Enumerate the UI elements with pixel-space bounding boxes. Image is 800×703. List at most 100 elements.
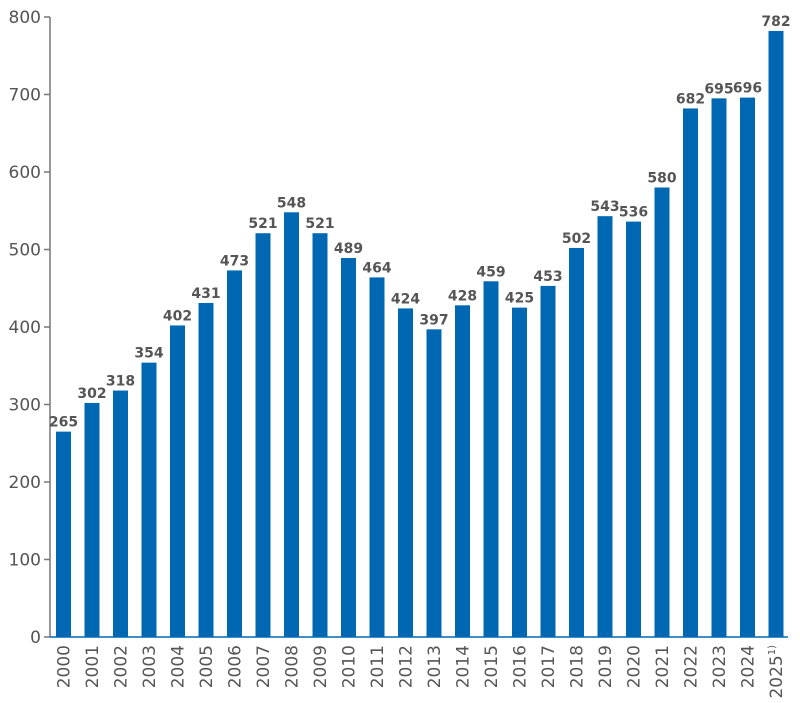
x-axis: 2000 2001 2002 2003 2004 2005 2006 2007 2008 2009… bbox=[50, 636, 788, 699]
value-label: 464 bbox=[362, 260, 391, 276]
x-tick-label: 2023 bbox=[710, 645, 730, 688]
bar-2004 bbox=[170, 325, 185, 637]
bar-2012 bbox=[398, 308, 413, 637]
bar-2008 bbox=[284, 212, 299, 638]
x-tick-year: 2021 bbox=[653, 645, 673, 688]
x-tick-label: 2010 bbox=[340, 645, 360, 688]
y-tick-label: 100 bbox=[9, 551, 41, 571]
x-tick-year: 2015 bbox=[482, 645, 502, 688]
x-tick-year: 2025 bbox=[767, 655, 787, 698]
bar-2017 bbox=[540, 285, 556, 637]
bar-2023 bbox=[711, 98, 727, 637]
x-tick-year: 2000 bbox=[55, 645, 75, 688]
x-tick-label: 2000 bbox=[55, 645, 75, 688]
x-tick-year: 2018 bbox=[568, 645, 588, 688]
bar-2007 bbox=[255, 233, 271, 637]
x-tick-year: 2010 bbox=[340, 645, 360, 688]
y-tick-label: 700 bbox=[9, 86, 41, 106]
value-label: 695 bbox=[704, 81, 733, 97]
x-tick-year: 2006 bbox=[226, 645, 246, 688]
value-label: 265 bbox=[49, 415, 78, 431]
x-tick-label: 2016 bbox=[511, 645, 531, 688]
x-tick-year: 2005 bbox=[197, 645, 217, 688]
x-tick-label: 2004 bbox=[169, 645, 189, 688]
x-tick-year: 2008 bbox=[283, 645, 303, 688]
x-tick-label: 2015 bbox=[482, 645, 502, 688]
value-label: 502 bbox=[562, 231, 591, 247]
x-tick-label: 2006 bbox=[226, 645, 246, 688]
bar-2000 bbox=[56, 431, 71, 637]
bar-2016 bbox=[512, 307, 527, 637]
x-tick-year: 2012 bbox=[397, 645, 417, 688]
x-tick-label: 2024 bbox=[739, 645, 759, 688]
x-tick-year: 2016 bbox=[511, 645, 531, 688]
value-label: 782 bbox=[761, 14, 790, 30]
x-tick-label: 2018 bbox=[568, 645, 588, 688]
value-label: 459 bbox=[476, 264, 505, 280]
x-tick-label: 2002 bbox=[112, 645, 132, 688]
value-label: 354 bbox=[134, 346, 163, 362]
value-label: 473 bbox=[220, 253, 249, 269]
value-label: 431 bbox=[191, 286, 220, 302]
value-label: 453 bbox=[533, 269, 562, 285]
value-label: 302 bbox=[77, 386, 106, 402]
value-label: 489 bbox=[334, 241, 363, 257]
bar-2010 bbox=[341, 258, 356, 637]
x-tick-label: 2001 bbox=[83, 645, 103, 688]
x-tick-year: 2023 bbox=[710, 645, 730, 688]
value-label: 402 bbox=[163, 308, 192, 324]
bar-2025 bbox=[768, 30, 784, 637]
bar-2002 bbox=[113, 390, 128, 637]
bar-2024 bbox=[740, 97, 755, 638]
x-tick-year: 2001 bbox=[83, 645, 103, 688]
bar-2021 bbox=[654, 187, 670, 637]
bar-2014 bbox=[455, 305, 470, 637]
x-tick-year: 2014 bbox=[454, 645, 474, 688]
value-label: 682 bbox=[676, 91, 705, 107]
y-tick-label: 300 bbox=[9, 396, 41, 416]
x-tick-year: 2002 bbox=[112, 645, 132, 688]
value-label: 397 bbox=[419, 312, 448, 328]
x-tick-label: 2005 bbox=[197, 645, 217, 688]
bar-2005 bbox=[198, 302, 214, 637]
bar-2019 bbox=[597, 216, 613, 638]
x-tick-year: 2017 bbox=[539, 645, 559, 688]
x-tick-year: 2020 bbox=[625, 645, 645, 688]
x-tick-year: 2003 bbox=[140, 645, 160, 688]
x-tick-year: 2019 bbox=[596, 645, 616, 688]
x-tick-label: 2013 bbox=[425, 645, 445, 688]
value-label: 548 bbox=[277, 195, 306, 211]
x-tick-year: 2009 bbox=[311, 645, 331, 688]
bar-2020 bbox=[626, 221, 641, 637]
y-tick-label: 200 bbox=[9, 473, 41, 493]
x-tick-label: 2003 bbox=[140, 645, 160, 688]
x-tick-label: 2011 bbox=[368, 645, 388, 688]
x-tick-year: 2013 bbox=[425, 645, 445, 688]
y-tick-label: 0 bbox=[30, 628, 41, 648]
bar-2003 bbox=[141, 362, 157, 637]
y-tick-label: 400 bbox=[9, 318, 41, 338]
x-tick-label: 2020 bbox=[625, 645, 645, 688]
bar-2018 bbox=[569, 247, 584, 637]
bar-2011 bbox=[369, 277, 385, 637]
x-tick-label: 2019 bbox=[596, 645, 616, 688]
value-label: 521 bbox=[305, 216, 334, 232]
bar-2006 bbox=[227, 270, 242, 637]
x-tick-year: 2024 bbox=[739, 645, 759, 688]
value-label: 696 bbox=[733, 81, 762, 97]
bar-2015 bbox=[483, 281, 499, 637]
value-label: 428 bbox=[448, 288, 477, 304]
value-label: 424 bbox=[391, 291, 420, 307]
x-tick-year: 2007 bbox=[254, 645, 274, 688]
value-label: 536 bbox=[619, 205, 648, 221]
x-tick-year: 2022 bbox=[682, 645, 702, 688]
x-tick-label: 2014 bbox=[454, 645, 474, 688]
x-tick-label: 2012 bbox=[397, 645, 417, 688]
x-tick-label: 2009 bbox=[311, 645, 331, 688]
footnote-mark: 1) bbox=[767, 645, 778, 655]
y-tick-label: 600 bbox=[9, 163, 41, 183]
y-tick-label: 800 bbox=[9, 8, 41, 28]
x-tick-label: 2021 bbox=[653, 645, 673, 688]
y-tick-label: 500 bbox=[9, 241, 41, 261]
